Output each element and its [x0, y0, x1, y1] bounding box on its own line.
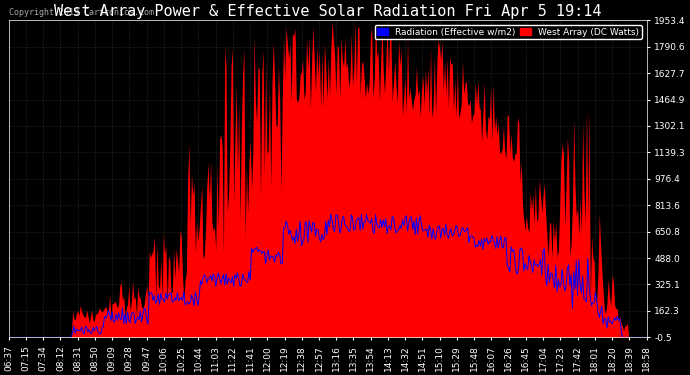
Text: Copyright 2019 Cartronics.com: Copyright 2019 Cartronics.com: [9, 8, 154, 17]
Legend: Radiation (Effective w/m2), West Array (DC Watts): Radiation (Effective w/m2), West Array (…: [375, 25, 642, 39]
Title: West Array Power & Effective Solar Radiation Fri Apr 5 19:14: West Array Power & Effective Solar Radia…: [54, 4, 602, 19]
